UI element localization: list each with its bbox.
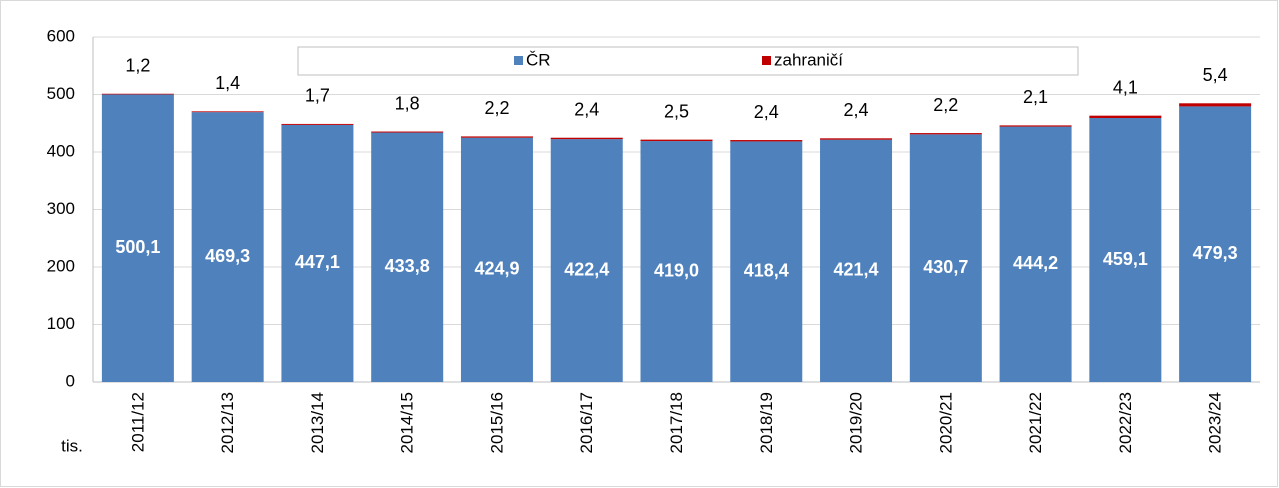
x-tick-label: 2021/22 xyxy=(1026,392,1045,453)
bar-segment xyxy=(820,138,893,140)
bar-segment xyxy=(640,141,713,382)
bar-segment xyxy=(730,140,803,142)
x-tick-label: 2015/16 xyxy=(487,392,506,453)
bar-segment xyxy=(1089,115,1162,119)
x-tick-label: 2018/19 xyxy=(757,392,776,453)
bar-segment xyxy=(999,126,1072,383)
bar-segment xyxy=(281,123,354,125)
data-label: 500,1 xyxy=(115,237,160,257)
data-label: 2,4 xyxy=(844,100,869,120)
data-label: 1,8 xyxy=(395,93,420,113)
data-label: 424,9 xyxy=(474,259,519,279)
data-label: 444,2 xyxy=(1013,253,1058,273)
y-tick-label: 500 xyxy=(47,84,75,103)
x-tick-label: 2020/21 xyxy=(936,392,955,453)
bar-segment xyxy=(550,137,623,140)
x-tick-label: 2013/14 xyxy=(308,392,327,453)
bar-segment xyxy=(909,133,982,135)
legend-swatch xyxy=(762,56,771,65)
y-axis-label: tis. xyxy=(61,436,83,455)
data-label: 1,2 xyxy=(125,56,150,76)
data-label: 2,4 xyxy=(754,102,779,122)
y-tick-label: 400 xyxy=(47,141,75,160)
y-tick-label: 100 xyxy=(47,314,75,333)
y-tick-label: 300 xyxy=(47,199,75,218)
bar-segment xyxy=(909,134,982,382)
data-label: 2,4 xyxy=(574,99,599,119)
bar-segment xyxy=(820,139,893,382)
x-tick-label: 2019/20 xyxy=(847,392,866,453)
x-tick-label: 2017/18 xyxy=(667,392,686,453)
data-label: 433,8 xyxy=(385,256,430,276)
x-tick-label: 2011/12 xyxy=(128,392,147,452)
data-label: 421,4 xyxy=(834,260,879,280)
data-label: 2,2 xyxy=(933,95,958,115)
data-label: 419,0 xyxy=(654,260,699,280)
y-tick-label: 600 xyxy=(47,26,75,45)
bar-segment xyxy=(1179,106,1252,382)
bar-segment xyxy=(460,136,533,138)
data-label: 479,3 xyxy=(1193,243,1238,263)
data-label: 4,1 xyxy=(1113,77,1138,97)
x-tick-label: 2016/17 xyxy=(577,392,596,453)
x-tick-label: 2023/24 xyxy=(1206,392,1225,453)
data-label: 422,4 xyxy=(564,259,609,279)
y-tick-label: 200 xyxy=(47,256,75,275)
data-label: 469,3 xyxy=(205,246,250,266)
data-label: 447,1 xyxy=(295,252,340,272)
data-label: 1,4 xyxy=(215,73,240,93)
x-tick-label: 2012/13 xyxy=(218,392,237,453)
x-tick-label: 2022/23 xyxy=(1116,392,1135,453)
data-label: 2,1 xyxy=(1023,87,1048,107)
bar-segment xyxy=(191,112,264,382)
bar-segment xyxy=(1089,118,1162,382)
legend-swatch xyxy=(514,56,523,65)
data-label: 1,7 xyxy=(305,86,330,106)
bar-segment xyxy=(999,125,1072,127)
bar-segment xyxy=(371,132,444,382)
bar-segment xyxy=(730,141,803,382)
data-label: 459,1 xyxy=(1103,249,1148,269)
legend-box xyxy=(297,46,1079,76)
bar-segment xyxy=(640,139,713,142)
bar-segment xyxy=(101,94,174,382)
bar-segment xyxy=(101,93,174,95)
bar-segment xyxy=(550,139,623,382)
legend-label: zahraničí xyxy=(774,50,843,69)
x-tick-label: 2014/15 xyxy=(398,392,417,453)
data-label: 2,2 xyxy=(484,98,509,118)
bar-segment xyxy=(281,124,354,382)
bar-segment xyxy=(371,131,444,133)
data-label: 2,5 xyxy=(664,101,689,121)
y-tick-label: 0 xyxy=(66,371,75,390)
legend-label: ČR xyxy=(526,50,551,69)
data-label: 418,4 xyxy=(744,260,789,280)
data-label: 430,7 xyxy=(923,257,968,277)
bar-segment xyxy=(191,111,264,113)
bar-segment xyxy=(460,137,533,382)
bar-segment xyxy=(1179,103,1252,107)
data-label: 5,4 xyxy=(1203,65,1228,85)
